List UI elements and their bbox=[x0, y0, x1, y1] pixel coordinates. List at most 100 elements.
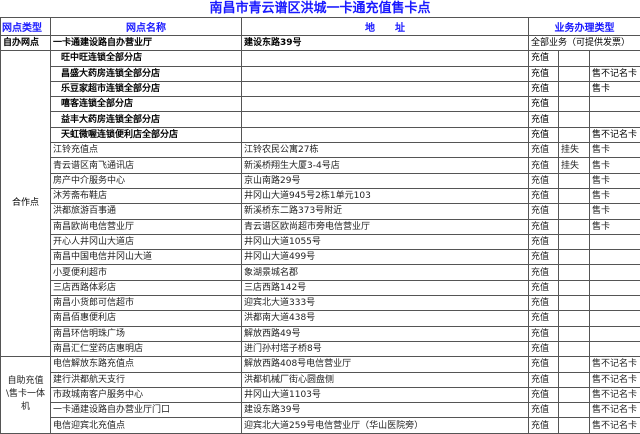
table-row: 南昌汇仁堂药店惠明店进门孙村塔子桥8号充值 bbox=[1, 341, 640, 356]
address-cell bbox=[242, 66, 529, 81]
table-row: 南昌欧尚电信营业厅青云谱区欧尚超市旁电信营业厅充值售卡 bbox=[1, 219, 640, 234]
name-cell: 一卡通建设路自办营业厅 bbox=[51, 36, 242, 51]
business-cell bbox=[559, 387, 590, 402]
business-cell: 售卡 bbox=[590, 204, 640, 219]
business-cell bbox=[559, 127, 590, 142]
address-cell: 象湖景城名郡 bbox=[242, 265, 529, 280]
address-cell: 解放西路49号 bbox=[242, 326, 529, 341]
name-cell: 电信解放东路充值点 bbox=[51, 357, 242, 372]
business-cell bbox=[559, 357, 590, 372]
table-row: 合作点旺中旺连锁全部分店充值 bbox=[1, 51, 640, 66]
business-cell bbox=[559, 188, 590, 203]
name-cell: 南昌中国电信井冈山大道 bbox=[51, 250, 242, 265]
business-cell: 充值 bbox=[529, 66, 559, 81]
table-row: 南昌中国电信井冈山大道井冈山大道499号充值 bbox=[1, 250, 640, 265]
business-cell: 售不记名卡 bbox=[590, 372, 640, 387]
name-cell: 南昌汇仁堂药店惠明店 bbox=[51, 341, 242, 356]
business-cell: 充值 bbox=[529, 234, 559, 249]
name-cell: 房产中介服务中心 bbox=[51, 173, 242, 188]
business-cell bbox=[559, 326, 590, 341]
header-type: 网点类型 bbox=[1, 18, 51, 36]
business-cell bbox=[559, 204, 590, 219]
business-cell bbox=[590, 250, 640, 265]
table-row: 三店西路体彩店三店西路142号充值 bbox=[1, 280, 640, 295]
address-cell: 青云谱区欧尚超市旁电信营业厅 bbox=[242, 219, 529, 234]
address-cell bbox=[242, 97, 529, 112]
business-cell: 充值 bbox=[529, 158, 559, 173]
business-cell bbox=[590, 280, 640, 295]
business-cell: 充值 bbox=[529, 296, 559, 311]
name-cell: 青云谱区南飞通讯店 bbox=[51, 158, 242, 173]
header-business: 业务办理类型 bbox=[529, 18, 640, 36]
address-cell: 新溪桥翔生大厦3-4号店 bbox=[242, 158, 529, 173]
name-cell: 天虹微喔连锁便利店全部分店 bbox=[51, 127, 242, 142]
business-cell: 售不记名卡 bbox=[590, 403, 640, 418]
business-cell bbox=[559, 81, 590, 96]
business-cell: 售卡 bbox=[590, 143, 640, 158]
group-cell-kiosk: 自助充值\售卡一体机 bbox=[1, 357, 51, 433]
name-cell: 南昌小货郎可信超市 bbox=[51, 296, 242, 311]
name-cell: 建行洪都航天支行 bbox=[51, 372, 242, 387]
business-cell bbox=[559, 341, 590, 356]
business-cell: 充值 bbox=[529, 326, 559, 341]
business-cell: 充值 bbox=[529, 357, 559, 372]
business-cell bbox=[559, 112, 590, 127]
business-cell bbox=[559, 173, 590, 188]
business-cell: 充值 bbox=[529, 341, 559, 356]
table-row: 开心人井冈山大道店井冈山大道1055号充值 bbox=[1, 234, 640, 249]
table-row: 青云谱区南飞通讯店新溪桥翔生大厦3-4号店充值挂失售卡 bbox=[1, 158, 640, 173]
business-cell: 充值 bbox=[529, 51, 559, 66]
business-cell bbox=[559, 234, 590, 249]
table-row: 嘻客连锁全部分店 充值 bbox=[1, 97, 640, 112]
business-cell bbox=[559, 250, 590, 265]
name-cell: 小夏便利超市 bbox=[51, 265, 242, 280]
business-cell: 充值 bbox=[529, 188, 559, 203]
business-cell: 充值 bbox=[529, 403, 559, 418]
address-cell bbox=[242, 112, 529, 127]
table-row: 小夏便利超市象湖景城名郡充值 bbox=[1, 265, 640, 280]
business-cell: 充值 bbox=[529, 143, 559, 158]
header-row: 网点类型 网点名称 地 址 业务办理类型 bbox=[1, 18, 640, 36]
name-cell: 乐豆家超市连锁全部分店 bbox=[51, 81, 242, 96]
table-row: 江铃充值点江铃农民公寓27栋充值挂失售卡 bbox=[1, 143, 640, 158]
outlet-table: 网点类型 网点名称 地 址 业务办理类型 自办网点 一卡通建设路自办营业厅 建设… bbox=[0, 17, 640, 434]
address-cell: 洪都南大道438号 bbox=[242, 311, 529, 326]
table-row: 乐豆家超市连锁全部分店充值售卡 bbox=[1, 81, 640, 96]
address-cell: 建设东路39号 bbox=[242, 403, 529, 418]
business-cell bbox=[559, 97, 590, 112]
business-cell: 充值 bbox=[529, 387, 559, 402]
table-row: 南昌环信明珠广场解放西路49号充值 bbox=[1, 326, 640, 341]
business-cell bbox=[590, 51, 640, 66]
address-cell: 京山南路29号 bbox=[242, 173, 529, 188]
table-row: 南昌佰惠便利店洪都南大道438号充值 bbox=[1, 311, 640, 326]
business-cell: 售卡 bbox=[590, 173, 640, 188]
address-cell: 井冈山大道1055号 bbox=[242, 234, 529, 249]
business-cell bbox=[559, 51, 590, 66]
business-cell: 售卡 bbox=[590, 158, 640, 173]
address-cell: 井冈山大道499号 bbox=[242, 250, 529, 265]
business-cell: 充值 bbox=[529, 265, 559, 280]
business-cell: 售不记名卡 bbox=[590, 127, 640, 142]
business-cell: 充值 bbox=[529, 97, 559, 112]
type-cell: 自办网点 bbox=[1, 36, 51, 51]
table-row: 自助充值\售卡一体机电信解放东路充值点解放西路408号电信营业厅充值售不记名卡 bbox=[1, 357, 640, 372]
business-cell bbox=[590, 341, 640, 356]
business-cell: 全部业务（可提供发票） bbox=[529, 36, 640, 51]
business-cell bbox=[559, 219, 590, 234]
name-cell: 益丰大药房连锁全部分店 bbox=[51, 112, 242, 127]
name-cell: 市政城南客户服务中心 bbox=[51, 387, 242, 402]
name-cell: 嘻客连锁全部分店 bbox=[51, 97, 242, 112]
table-row: 洪都旅游百事通新溪桥东二路373号附近充值售卡 bbox=[1, 204, 640, 219]
table-row: 房产中介服务中心京山南路29号充值售卡 bbox=[1, 173, 640, 188]
business-cell: 充值 bbox=[529, 372, 559, 387]
header-name: 网点名称 bbox=[51, 18, 242, 36]
table-row: 昌盛大药房连锁全部分店充值售不记名卡 bbox=[1, 66, 640, 81]
business-cell: 售卡 bbox=[590, 81, 640, 96]
address-cell: 井冈山大道1103号 bbox=[242, 387, 529, 402]
table-row: 市政城南客户服务中心井冈山大道1103号充值售不记名卡 bbox=[1, 387, 640, 402]
name-cell: 沐芳斋布鞋店 bbox=[51, 188, 242, 203]
business-cell: 充值 bbox=[529, 250, 559, 265]
business-cell: 充值 bbox=[529, 112, 559, 127]
business-cell bbox=[559, 280, 590, 295]
